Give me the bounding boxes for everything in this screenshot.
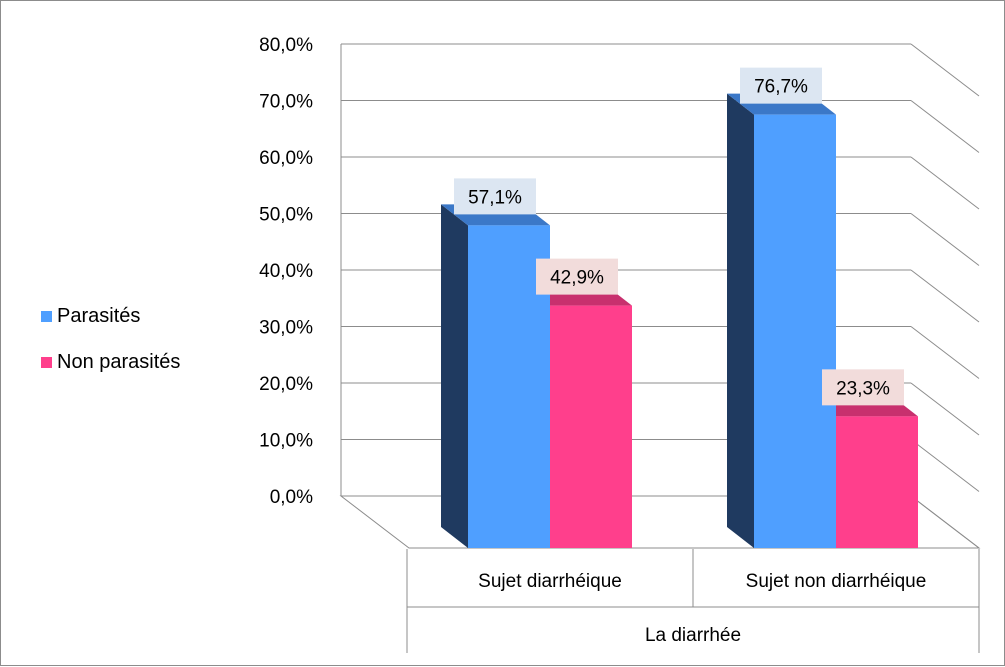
data-label: 76,7% (754, 77, 808, 98)
data-label: 57,1% (468, 187, 522, 208)
bar-non-parasites (550, 305, 632, 548)
y-tick-label: 0,0% (270, 487, 313, 508)
bar-non-parasites (836, 416, 918, 548)
y-tick-label: 80,0% (259, 35, 313, 56)
legend-label-parasites: Parasités (57, 304, 141, 327)
y-tick-label: 70,0% (259, 92, 313, 113)
data-label-bg (536, 258, 618, 295)
y-tick-label: 20,0% (259, 374, 313, 395)
y-tick-label: 30,0% (259, 318, 313, 339)
y-tick-label: 10,0% (259, 431, 313, 452)
bar-side-parasites (441, 204, 468, 548)
legend: Parasités Non parasités (41, 301, 180, 393)
gridline-side (910, 439, 980, 492)
chart-floor (339, 495, 981, 549)
y-tick-label: 60,0% (259, 148, 313, 169)
gridline-side (910, 382, 980, 436)
bar-side-parasites (727, 93, 754, 549)
legend-label-non-parasites: Non parasités (57, 350, 181, 373)
x-tick-label: Sujet non diarrhéique (746, 571, 927, 592)
gridline-side (910, 100, 980, 153)
gridline-side (910, 156, 980, 210)
legend-item-parasites: Parasités (41, 301, 180, 331)
data-label: 42,9% (550, 268, 604, 289)
legend-swatch-non-parasites (41, 356, 52, 368)
data-label-bg (822, 369, 904, 406)
gridline-side (910, 213, 980, 266)
data-label-bg (740, 67, 822, 104)
gridline-side (910, 269, 980, 323)
legend-item-non-parasites: Non parasités (41, 347, 180, 377)
data-label-bg (454, 178, 536, 215)
gridline-side (910, 43, 980, 97)
data-label: 23,3% (836, 378, 890, 399)
bar-parasites (754, 114, 836, 549)
gridline-side (910, 326, 980, 379)
y-tick-label: 50,0% (259, 205, 313, 226)
x-tick-label: Sujet diarrhéique (478, 571, 622, 592)
y-tick-label: 40,0% (259, 261, 313, 282)
legend-swatch-parasites (41, 310, 52, 322)
x-axis-title: La diarrhée (645, 625, 741, 646)
